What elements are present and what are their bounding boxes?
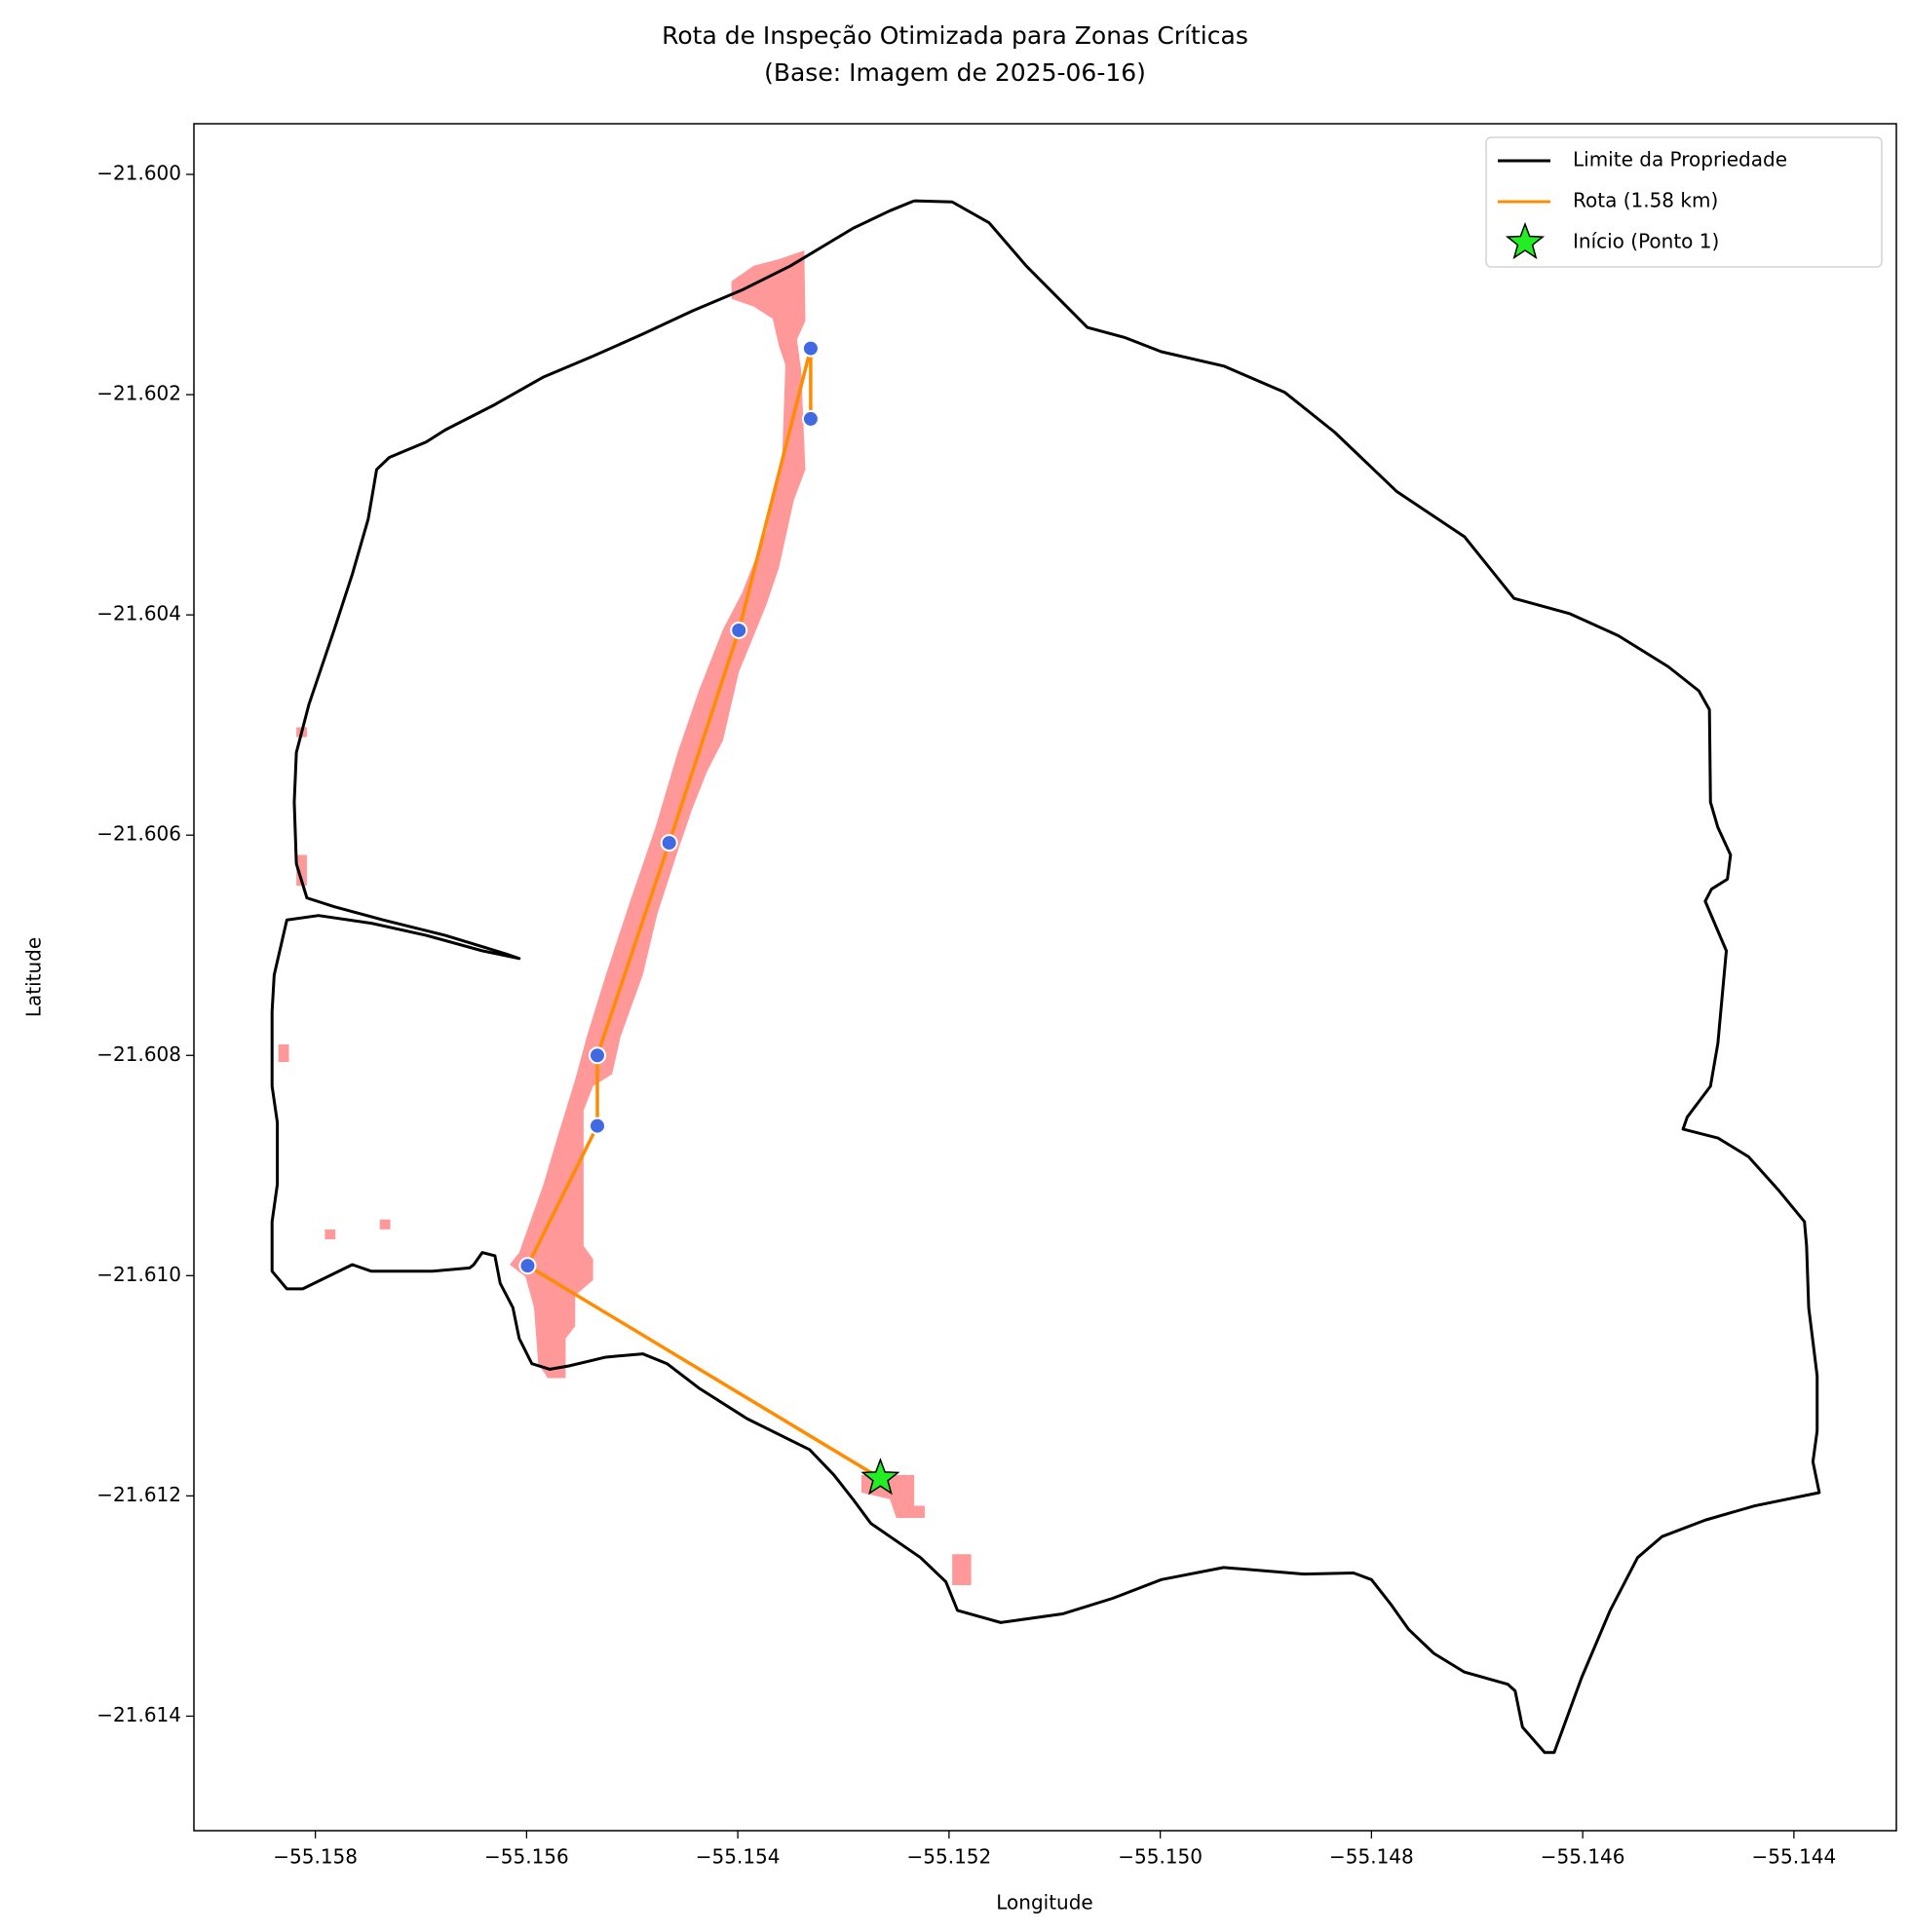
route-point [588, 1117, 606, 1135]
y-tick-label: −21.612 [96, 1483, 181, 1506]
critical-zone [952, 1554, 972, 1585]
route-point [801, 409, 820, 428]
x-tick-label: −55.144 [1752, 1845, 1837, 1869]
y-tick-label: −21.604 [96, 602, 181, 625]
start-marker [860, 1458, 900, 1496]
x-tick-label: −55.150 [1118, 1845, 1203, 1869]
legend-marker [1505, 221, 1546, 260]
legend-label: Início (Ponto 1) [1573, 230, 1719, 253]
x-tick-label: −55.158 [273, 1845, 358, 1869]
y-axis-label: Latitude [22, 937, 46, 1017]
x-axis-label: Longitude [996, 1891, 1092, 1914]
series-line [525, 346, 882, 1480]
route-point [518, 1257, 537, 1275]
plot-frame [193, 123, 1897, 1832]
series-line [270, 199, 1821, 1755]
chart-title: Rota de Inspeção Otimizada para Zonas Cr… [662, 21, 1248, 87]
critical-zone [325, 1229, 336, 1240]
y-tick-label: −21.602 [96, 382, 181, 405]
route-point [730, 621, 748, 639]
route-point [801, 339, 820, 358]
y-tick-label: −21.610 [96, 1263, 181, 1286]
x-tick-label: −55.148 [1329, 1845, 1414, 1869]
critical-zone [379, 1219, 391, 1230]
legend-label: Rota (1.58 km) [1573, 189, 1718, 212]
x-tick-label: −55.152 [907, 1845, 992, 1869]
y-tick-label: −21.600 [96, 161, 181, 184]
legend-box [1485, 136, 1883, 268]
critical-zone [296, 854, 307, 887]
x-tick-label: −55.146 [1541, 1845, 1625, 1869]
x-tick-label: −55.154 [696, 1845, 781, 1869]
route-point [660, 834, 678, 852]
critical-zone [278, 1043, 289, 1063]
y-tick-label: −21.608 [96, 1042, 181, 1066]
x-tick-label: −55.156 [484, 1845, 569, 1869]
critical-zone [510, 249, 806, 1379]
legend-label: Limite da Propriedade [1573, 148, 1787, 171]
y-tick-label: −21.606 [96, 822, 181, 846]
critical-zone [860, 1474, 925, 1518]
y-tick-label: −21.614 [96, 1703, 181, 1726]
route-point [588, 1046, 606, 1065]
